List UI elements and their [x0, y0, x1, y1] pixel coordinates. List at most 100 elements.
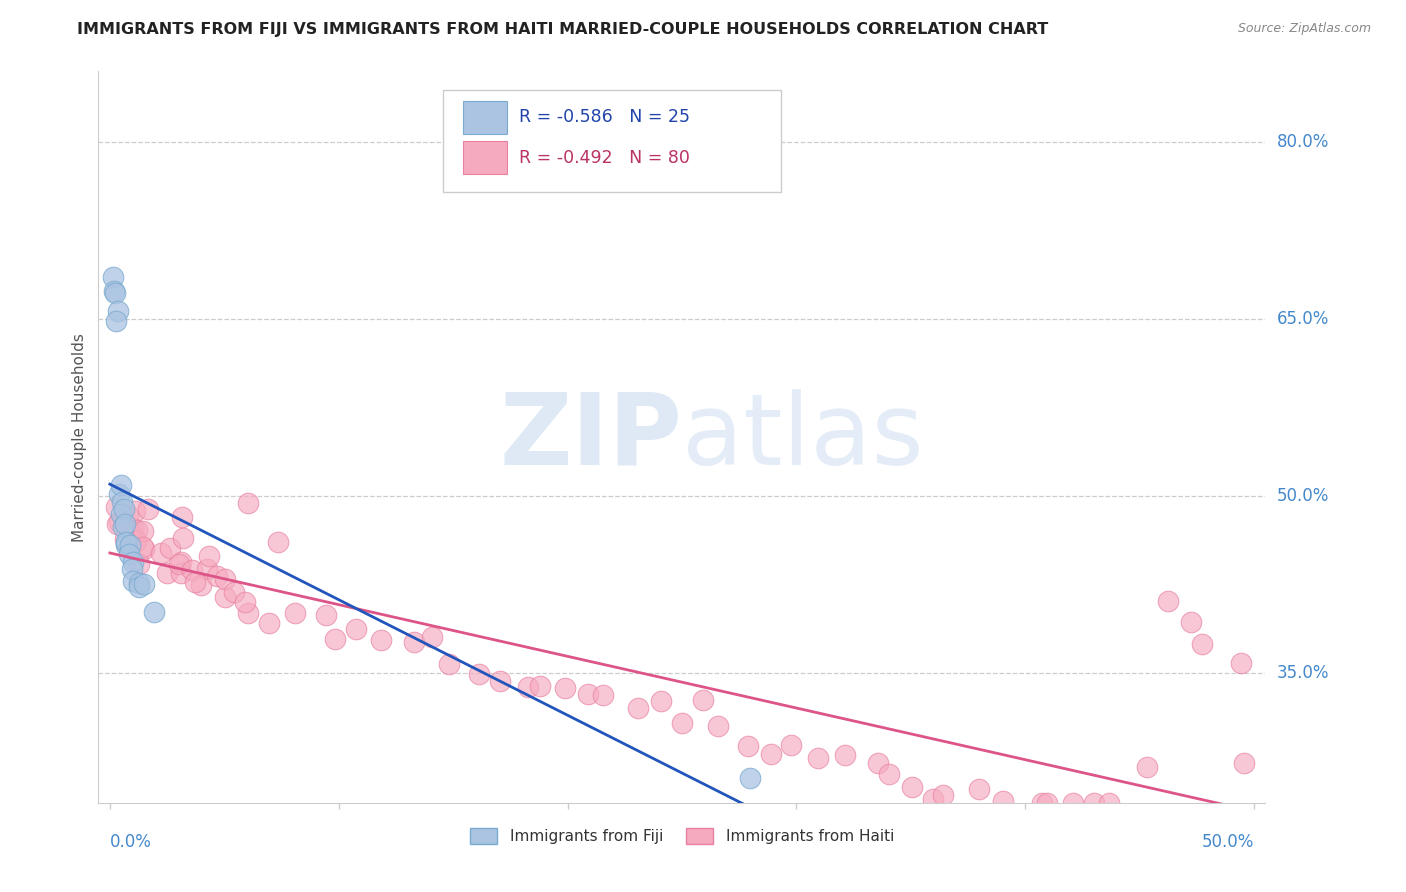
- Point: [122, 521, 145, 535]
- Point: [1180, 615, 1202, 630]
- Point: [108, 516, 131, 530]
- Point: [114, 517, 136, 532]
- Text: 50.0%: 50.0%: [1202, 833, 1254, 851]
- Point: [1062, 796, 1084, 810]
- Point: [267, 535, 290, 549]
- Point: [315, 607, 337, 622]
- Point: [118, 547, 141, 561]
- Point: [155, 566, 177, 580]
- Legend: Immigrants from Fiji, Immigrants from Haiti: Immigrants from Fiji, Immigrants from Ha…: [464, 822, 900, 850]
- Point: [1098, 796, 1121, 810]
- Point: [759, 747, 782, 761]
- Point: [214, 590, 236, 604]
- Point: [112, 520, 135, 534]
- Point: [650, 693, 672, 707]
- Point: [517, 680, 540, 694]
- Point: [233, 595, 256, 609]
- Point: [107, 303, 129, 318]
- Text: 50.0%: 50.0%: [1277, 487, 1329, 505]
- Text: 0.0%: 0.0%: [110, 833, 152, 851]
- Point: [127, 523, 149, 537]
- Point: [115, 535, 138, 549]
- Point: [671, 715, 693, 730]
- Point: [529, 679, 551, 693]
- Point: [627, 701, 650, 715]
- Point: [576, 687, 599, 701]
- Point: [122, 574, 145, 589]
- Point: [112, 502, 135, 516]
- Point: [121, 561, 143, 575]
- Point: [132, 541, 155, 555]
- Point: [103, 284, 125, 298]
- Point: [120, 527, 142, 541]
- Point: [1035, 796, 1057, 810]
- Text: Source: ZipAtlas.com: Source: ZipAtlas.com: [1237, 22, 1371, 36]
- Point: [198, 549, 221, 563]
- Text: IMMIGRANTS FROM FIJI VS IMMIGRANTS FROM HAITI MARRIED-COUPLE HOUSEHOLDS CORRELAT: IMMIGRANTS FROM FIJI VS IMMIGRANTS FROM …: [77, 22, 1049, 37]
- Text: 65.0%: 65.0%: [1277, 310, 1329, 328]
- Point: [132, 541, 155, 556]
- Bar: [463, 101, 508, 134]
- Point: [190, 578, 212, 592]
- Point: [105, 516, 128, 531]
- Point: [488, 674, 510, 689]
- Point: [323, 632, 346, 647]
- Point: [236, 607, 259, 621]
- Point: [117, 508, 139, 523]
- Text: ZIP: ZIP: [499, 389, 682, 485]
- Point: [468, 667, 491, 681]
- Point: [118, 538, 141, 552]
- FancyBboxPatch shape: [443, 90, 782, 192]
- Point: [284, 606, 307, 620]
- Point: [195, 562, 218, 576]
- Point: [1229, 656, 1251, 670]
- Point: [1233, 756, 1256, 771]
- Point: [143, 605, 166, 619]
- Point: [344, 622, 367, 636]
- Point: [1031, 796, 1053, 810]
- Bar: [463, 141, 508, 174]
- Point: [107, 486, 129, 500]
- Y-axis label: Married-couple Households: Married-couple Households: [72, 333, 87, 541]
- Point: [136, 502, 159, 516]
- Point: [167, 557, 190, 571]
- Point: [159, 541, 181, 555]
- Point: [807, 750, 830, 764]
- Point: [370, 632, 392, 647]
- Text: atlas: atlas: [682, 389, 924, 485]
- Point: [111, 495, 134, 509]
- Point: [922, 792, 945, 806]
- Point: [1156, 594, 1178, 608]
- Point: [402, 634, 425, 648]
- Point: [738, 771, 761, 785]
- Point: [172, 509, 194, 524]
- Point: [105, 500, 128, 515]
- Point: [779, 738, 801, 752]
- Point: [184, 574, 207, 589]
- Point: [439, 657, 461, 671]
- Point: [128, 575, 150, 590]
- Point: [866, 756, 889, 770]
- Point: [1136, 760, 1159, 774]
- Point: [132, 524, 155, 538]
- Point: [205, 569, 228, 583]
- Point: [1191, 637, 1213, 651]
- Point: [170, 555, 193, 569]
- Point: [877, 767, 900, 781]
- Point: [170, 566, 193, 581]
- Point: [236, 496, 259, 510]
- Point: [592, 688, 614, 702]
- Point: [134, 577, 156, 591]
- Point: [128, 558, 150, 572]
- Point: [222, 585, 245, 599]
- Text: 35.0%: 35.0%: [1277, 664, 1329, 682]
- Point: [967, 781, 990, 796]
- Point: [104, 286, 127, 301]
- Point: [172, 532, 194, 546]
- Point: [737, 739, 759, 753]
- Point: [150, 546, 173, 560]
- Point: [991, 794, 1014, 808]
- Text: 80.0%: 80.0%: [1277, 133, 1329, 151]
- Point: [834, 747, 856, 762]
- Point: [115, 536, 138, 550]
